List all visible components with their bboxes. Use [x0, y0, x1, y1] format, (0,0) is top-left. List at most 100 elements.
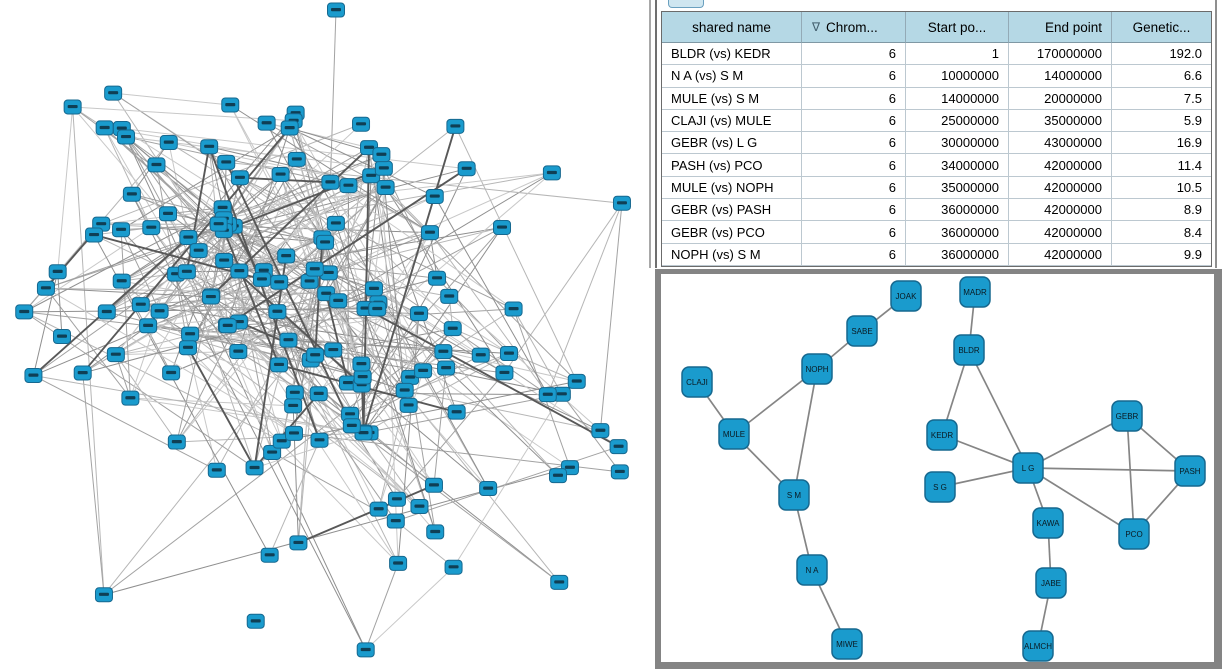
cell-shared-name[interactable]: GEBR (vs) PASH: [662, 199, 802, 222]
network-edge[interactable]: [288, 227, 503, 341]
network-edge[interactable]: [223, 230, 280, 366]
network-edge[interactable]: [225, 161, 353, 427]
network-edge[interactable]: [156, 164, 265, 271]
network-node[interactable]: [457, 161, 476, 177]
network-edge[interactable]: [278, 281, 424, 372]
network-node[interactable]: [300, 273, 319, 289]
network-node[interactable]: [215, 252, 234, 268]
network-edge[interactable]: [349, 353, 510, 415]
column-header-end-point[interactable]: End point: [1009, 12, 1112, 43]
cell-end[interactable]: 42000000: [1009, 154, 1112, 177]
network-node[interactable]: [414, 363, 433, 379]
subnetwork-node[interactable]: S G: [924, 471, 956, 503]
network-node[interactable]: [369, 501, 388, 517]
network-node[interactable]: [368, 301, 387, 317]
network-node[interactable]: [310, 432, 329, 448]
network-node[interactable]: [447, 404, 466, 420]
network-node[interactable]: [263, 444, 282, 460]
cell-start[interactable]: 25000000: [906, 109, 1009, 133]
network-node[interactable]: [440, 288, 459, 304]
table-row[interactable]: CLAJI (vs) MULE 6 25000000 35000000 5.9: [662, 109, 1211, 133]
network-node[interactable]: [289, 535, 308, 551]
network-edge[interactable]: [103, 300, 339, 596]
cell-shared-name[interactable]: N A (vs) S M: [662, 65, 802, 88]
network-edge[interactable]: [239, 226, 503, 272]
cell-start[interactable]: 36000000: [906, 199, 1009, 222]
network-edge[interactable]: [229, 104, 362, 365]
network-edge[interactable]: [104, 127, 265, 272]
cell-start[interactable]: 34000000: [906, 154, 1009, 177]
network-node[interactable]: [376, 180, 395, 196]
network-edge[interactable]: [125, 136, 223, 209]
network-edge[interactable]: [186, 270, 264, 273]
network-edge[interactable]: [280, 174, 323, 238]
network-node[interactable]: [112, 222, 131, 238]
network-node[interactable]: [181, 326, 200, 342]
network-edge[interactable]: [115, 354, 178, 443]
network-edge[interactable]: [433, 367, 447, 486]
network-edge[interactable]: [318, 393, 380, 510]
cell-end[interactable]: 170000000: [1009, 43, 1112, 66]
subnetwork-node[interactable]: JOAK: [890, 280, 922, 312]
cell-end[interactable]: 14000000: [1009, 65, 1112, 88]
network-node[interactable]: [305, 261, 324, 277]
subnetwork-edge[interactable]: [1027, 467, 1191, 472]
network-node[interactable]: [271, 166, 290, 182]
network-node[interactable]: [36, 280, 55, 296]
network-edge[interactable]: [72, 106, 105, 595]
subnetwork-node[interactable]: NOPH: [801, 353, 833, 385]
network-node[interactable]: [260, 547, 279, 563]
network-node[interactable]: [201, 289, 220, 305]
network-edge[interactable]: [121, 280, 295, 434]
network-node[interactable]: [285, 425, 304, 441]
network-edge[interactable]: [289, 127, 435, 197]
network-node[interactable]: [270, 274, 289, 290]
network-edge[interactable]: [335, 223, 436, 533]
cell-genetic[interactable]: 16.9: [1112, 132, 1211, 155]
network-edge[interactable]: [226, 161, 623, 204]
network-edge[interactable]: [280, 174, 316, 270]
network-edge[interactable]: [159, 123, 362, 312]
network-node[interactable]: [131, 297, 150, 313]
network-edge[interactable]: [187, 347, 256, 469]
network-node[interactable]: [479, 481, 498, 497]
network-edge[interactable]: [104, 127, 152, 228]
subnetwork-node[interactable]: KAWA: [1032, 507, 1064, 539]
cell-start[interactable]: 35000000: [906, 176, 1009, 200]
column-header-genetic[interactable]: Genetic...: [1112, 12, 1211, 43]
cell-start[interactable]: 10000000: [906, 65, 1009, 88]
cell-genetic[interactable]: 5.9: [1112, 109, 1211, 133]
network-edge[interactable]: [238, 159, 298, 323]
network-node[interactable]: [353, 369, 372, 385]
subnetwork-node[interactable]: PCO: [1118, 518, 1150, 550]
cell-chromosome[interactable]: 6: [802, 243, 906, 266]
table-row[interactable]: GEBR (vs) PASH 6 36000000 42000000 8.9: [662, 199, 1211, 222]
network-edge[interactable]: [238, 321, 316, 357]
network-edge[interactable]: [378, 370, 424, 510]
network-node[interactable]: [410, 498, 429, 514]
cell-shared-name[interactable]: NOPH (vs) S M: [662, 243, 802, 266]
network-edge[interactable]: [223, 230, 571, 469]
subnetwork-node[interactable]: MULE: [718, 418, 750, 450]
network-node[interactable]: [106, 347, 125, 363]
network-node[interactable]: [316, 234, 335, 250]
network-node[interactable]: [97, 304, 116, 320]
cell-start[interactable]: 14000000: [906, 87, 1009, 110]
cell-start[interactable]: 36000000: [906, 221, 1009, 244]
network-edge[interactable]: [45, 287, 295, 434]
network-node[interactable]: [409, 306, 428, 322]
network-node[interactable]: [189, 243, 208, 259]
network-node[interactable]: [245, 460, 264, 476]
network-node[interactable]: [178, 340, 197, 356]
cell-chromosome[interactable]: 6: [802, 221, 906, 244]
network-node[interactable]: [321, 174, 340, 190]
network-node[interactable]: [610, 464, 629, 480]
network-edge[interactable]: [82, 373, 105, 595]
network-edge[interactable]: [448, 295, 601, 432]
network-node[interactable]: [179, 229, 198, 245]
network-node[interactable]: [493, 219, 512, 235]
network-panel-divider[interactable]: [649, 0, 651, 268]
network-edge[interactable]: [103, 328, 454, 596]
network-node[interactable]: [230, 263, 249, 279]
cell-end[interactable]: 35000000: [1009, 109, 1112, 133]
